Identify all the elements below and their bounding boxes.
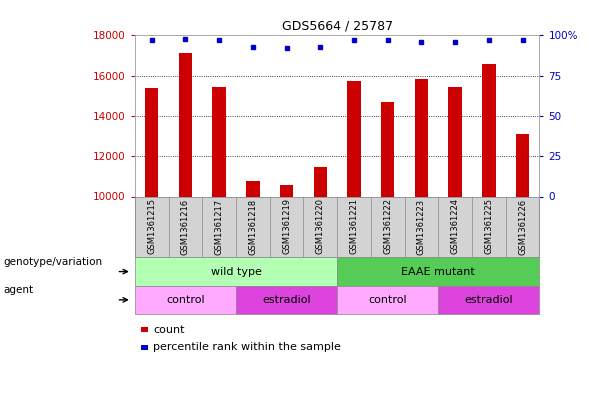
Text: agent: agent bbox=[3, 285, 33, 295]
Text: EAAE mutant: EAAE mutant bbox=[402, 266, 475, 277]
Bar bbox=[348, 81, 361, 196]
Text: estradiol: estradiol bbox=[262, 295, 311, 305]
Text: GSM1361219: GSM1361219 bbox=[282, 198, 291, 254]
Text: GSM1361217: GSM1361217 bbox=[215, 198, 224, 255]
Bar bbox=[381, 102, 395, 196]
Text: GSM1361215: GSM1361215 bbox=[147, 198, 156, 254]
Text: control: control bbox=[166, 295, 205, 305]
Text: genotype/variation: genotype/variation bbox=[3, 257, 102, 267]
Bar bbox=[179, 53, 192, 196]
Text: control: control bbox=[368, 295, 407, 305]
Text: GSM1361226: GSM1361226 bbox=[518, 198, 527, 255]
Bar bbox=[482, 64, 496, 196]
Bar bbox=[314, 167, 327, 196]
Text: GSM1361216: GSM1361216 bbox=[181, 198, 190, 255]
Text: GSM1361220: GSM1361220 bbox=[316, 198, 325, 254]
Text: GSM1361224: GSM1361224 bbox=[451, 198, 460, 254]
Bar bbox=[516, 134, 530, 196]
Text: count: count bbox=[153, 325, 185, 335]
Bar bbox=[145, 88, 159, 196]
Bar bbox=[449, 87, 462, 196]
Bar bbox=[280, 185, 294, 196]
Text: percentile rank within the sample: percentile rank within the sample bbox=[153, 342, 341, 353]
Text: wild type: wild type bbox=[211, 266, 261, 277]
Text: GSM1361223: GSM1361223 bbox=[417, 198, 426, 255]
Title: GDS5664 / 25787: GDS5664 / 25787 bbox=[281, 20, 393, 33]
Text: GSM1361218: GSM1361218 bbox=[248, 198, 257, 255]
Text: GSM1361222: GSM1361222 bbox=[383, 198, 392, 254]
Text: estradiol: estradiol bbox=[465, 295, 513, 305]
Bar bbox=[246, 182, 260, 196]
Bar bbox=[213, 87, 226, 196]
Text: GSM1361225: GSM1361225 bbox=[484, 198, 493, 254]
Bar bbox=[415, 79, 428, 196]
Text: GSM1361221: GSM1361221 bbox=[349, 198, 359, 254]
